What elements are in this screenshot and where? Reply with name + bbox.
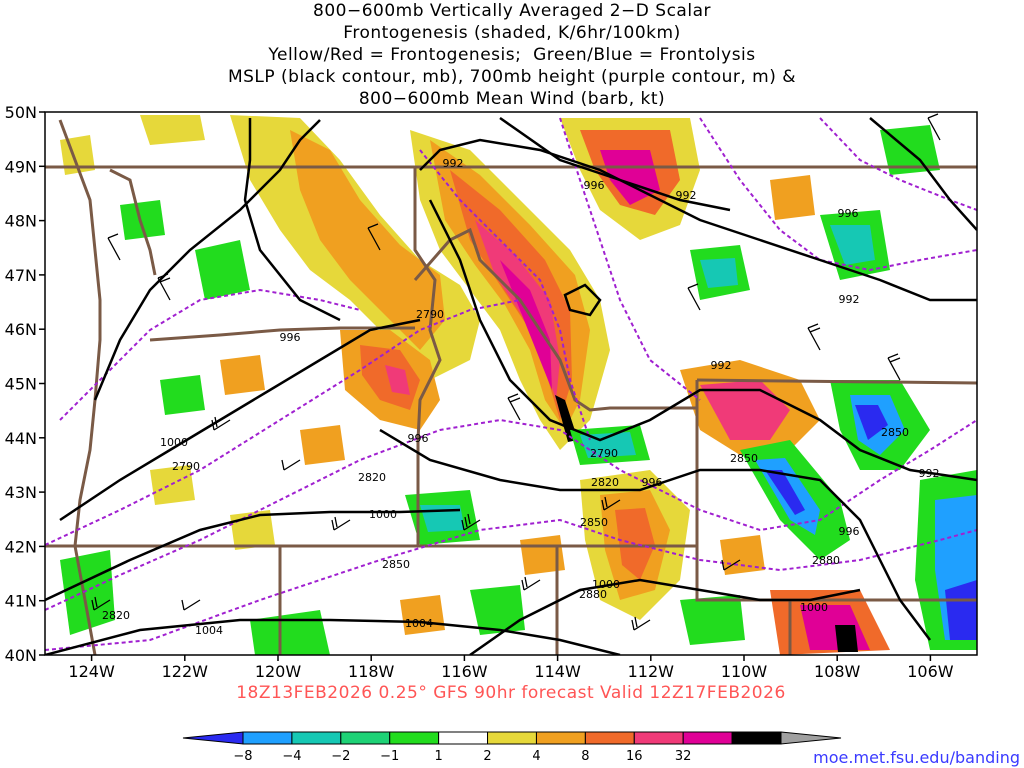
lon-tick-label: 114W [534,662,581,681]
colorbar-bin [731,731,782,745]
colorbar-bin [438,731,489,745]
lon-tick-label: 110W [721,662,768,681]
lon-tick-label: 106W [907,662,954,681]
lat-tick-label: 43N [5,483,37,502]
mslp-label: 996 [642,476,663,489]
mslp-label: 1000 [369,508,397,521]
colorbar-bin [340,731,391,745]
mslp-label: 1000 [800,601,828,614]
title-line-5: 800−600mb Mean Wind (barb, kt) [358,89,666,109]
colorbar-label: 1 [434,749,442,764]
lat-tick-label: 40N [5,646,37,665]
mslp-label: 992 [919,467,940,480]
lon-tick-label: 116W [441,662,488,681]
lat-tick-label: 49N [5,157,37,176]
colorbar-bin [682,731,733,745]
colorbar-label: 4 [532,749,540,764]
longitude-axis: 124W 122W 120W 118W 116W 114W 112W 110W 108W 106W [68,655,954,681]
lat-tick-label: 41N [5,592,37,611]
wind-barbs [91,113,941,631]
height-label: 2880 [579,588,607,601]
lat-tick-label: 44N [5,429,37,448]
colorbar-label: −4 [282,749,301,764]
lon-tick-label: 120W [255,662,302,681]
lat-tick-label: 42N [5,537,37,556]
mslp-label: 996 [839,525,860,538]
height-label: 2790 [416,308,444,321]
mslp-label: 996 [408,432,429,445]
colorbar-bin [291,731,342,745]
title-line-3: Yellow/Red = Frontogenesis; Green/Blue =… [268,45,756,65]
mslp-label: 992 [676,189,697,202]
lon-tick-label: 108W [814,662,861,681]
colorbar-label: −8 [233,749,252,764]
mslp-label: 996 [584,179,605,192]
mslp-label: 1004 [195,624,223,637]
height-label: 2790 [590,447,618,460]
colorbar-label: −1 [380,749,399,764]
latitude-axis: 50N 49N 48N 47N 46N 45N 44N 43N 42N 41N 40N [5,103,45,665]
height-label: 2850 [881,426,909,439]
mslp-label: 1000 [160,436,188,449]
mslp-label: 992 [443,157,464,170]
colorbar-bin [584,731,635,745]
title-line-1: 800−600mb Vertically Averaged 2−D Scalar [313,1,711,21]
lat-tick-label: 47N [5,266,37,285]
mslp-label: 992 [711,359,732,372]
lon-tick-label: 122W [162,662,209,681]
colorbar-bin [487,731,537,745]
colorbar-label: 8 [581,749,589,764]
mslp-labels: 992 996 992 996 992 996 1000 1000 996 99… [160,157,940,637]
height-label: 2820 [358,471,386,484]
colorbar: −8 −4 −2 −1 1 2 4 8 16 32 [182,731,842,764]
colorbar-min-arrow [182,731,244,745]
lat-tick-label: 48N [5,212,37,231]
lat-tick-label: 50N [5,103,37,122]
mslp-label: 996 [838,207,859,220]
lon-tick-label: 124W [68,662,115,681]
title-line-4: MSLP (black contour, mb), 700mb height (… [227,67,797,87]
state-borders [45,119,977,655]
colorbar-bin [633,731,684,745]
colorbar-label: 16 [626,749,643,764]
height-label: 2850 [580,516,608,529]
height-label: 2880 [812,554,840,567]
mslp-contours [45,116,977,655]
height-label: 2790 [172,460,200,473]
lon-tick-label: 118W [348,662,395,681]
height-label: 2820 [102,609,130,622]
height-label: 2850 [382,558,410,571]
lon-tick-label: 112W [628,662,675,681]
lat-tick-label: 45N [5,375,37,394]
colorbar-bin [242,731,293,745]
colorbar-label: 32 [675,749,692,764]
chart-title: 800−600mb Vertically Averaged 2−D Scalar… [0,0,1024,110]
mslp-label: 1004 [405,617,433,630]
height-700mb-contours [45,117,977,651]
colorbar-label: −2 [331,749,350,764]
title-line-2: Frontogenesis (shaded, K/6hr/100km) [343,23,681,43]
valid-time-label: 18Z13FEB2026 0.25° GFS 90hr forecast Val… [236,683,786,703]
colorbar-label: 2 [483,749,491,764]
height-labels: 2790 2790 2820 2790 2820 2850 2850 2850 … [102,308,909,622]
mslp-label: 1000 [592,578,620,591]
lat-tick-label: 46N [5,320,37,339]
credit-link[interactable]: moe.met.fsu.edu/banding [813,748,1020,767]
contour-labels: 992 996 992 996 992 996 1000 1000 996 99… [102,157,940,637]
colorbar-max-arrow [780,731,842,745]
height-label: 2820 [591,476,619,489]
height-label: 2850 [730,452,758,465]
colorbar-bin [535,731,586,745]
colorbar-bin [389,731,440,745]
mslp-label: 992 [839,293,860,306]
mslp-label: 996 [280,331,301,344]
